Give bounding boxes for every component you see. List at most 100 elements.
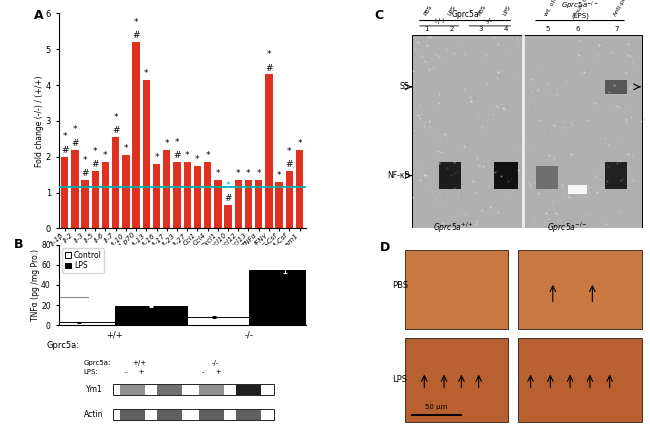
Bar bbox=[439, 162, 462, 189]
Bar bbox=[536, 166, 558, 189]
Text: Anti-p65: Anti-p65 bbox=[613, 0, 630, 17]
Text: 6: 6 bbox=[575, 26, 580, 32]
Text: *: * bbox=[73, 125, 77, 134]
Text: 1: 1 bbox=[424, 26, 429, 32]
Bar bbox=[163, 150, 170, 228]
Bar bbox=[194, 166, 201, 228]
Text: #: # bbox=[71, 139, 79, 148]
Text: #: # bbox=[61, 146, 68, 155]
Text: 50 μm: 50 μm bbox=[426, 404, 448, 410]
Text: SS: SS bbox=[400, 82, 410, 91]
Bar bbox=[113, 384, 274, 395]
Bar bbox=[567, 186, 588, 194]
Text: *: * bbox=[216, 169, 220, 178]
Legend: Control, LPS: Control, LPS bbox=[62, 248, 104, 272]
Text: C: C bbox=[375, 9, 384, 22]
Text: 4: 4 bbox=[504, 26, 508, 32]
Text: LPS: LPS bbox=[447, 5, 457, 17]
Text: Gprc5a:: Gprc5a: bbox=[46, 341, 79, 350]
Text: *: * bbox=[164, 139, 169, 148]
Text: 5: 5 bbox=[546, 26, 550, 32]
Bar bbox=[153, 164, 161, 228]
Text: #: # bbox=[265, 64, 272, 73]
Bar bbox=[245, 180, 252, 228]
Text: *: * bbox=[124, 144, 128, 153]
Text: *: * bbox=[154, 153, 159, 162]
Bar bbox=[265, 74, 272, 228]
Text: *: * bbox=[266, 50, 271, 59]
Bar bbox=[224, 205, 231, 228]
Bar bbox=[204, 162, 211, 228]
Bar bbox=[81, 180, 89, 228]
Text: PBS: PBS bbox=[392, 281, 408, 290]
Bar bbox=[250, 270, 321, 325]
Text: #: # bbox=[133, 31, 140, 40]
Text: LPS:: LPS: bbox=[83, 369, 98, 375]
Text: wt. oligo: wt. oligo bbox=[543, 0, 562, 17]
Bar bbox=[92, 171, 99, 228]
Text: Actin: Actin bbox=[83, 410, 103, 419]
Text: *: * bbox=[144, 69, 149, 78]
Bar bbox=[113, 409, 274, 421]
Text: #: # bbox=[81, 169, 89, 178]
Text: -     +: - + bbox=[202, 369, 222, 375]
Text: LPS: LPS bbox=[392, 375, 407, 384]
Text: *: * bbox=[226, 181, 230, 190]
Text: +/+: +/+ bbox=[432, 18, 446, 24]
Text: LPS: LPS bbox=[502, 5, 512, 17]
Bar bbox=[214, 180, 222, 228]
Bar bbox=[285, 171, 293, 228]
Text: -/-: -/- bbox=[486, 18, 493, 24]
Text: $\it{Gprc5a}$$\it{^{+/+}}$: $\it{Gprc5a}$$\it{^{+/+}}$ bbox=[434, 221, 474, 235]
Bar bbox=[61, 157, 68, 228]
Bar bbox=[237, 410, 261, 420]
Text: -/-: -/- bbox=[212, 360, 219, 366]
Text: A: A bbox=[34, 9, 44, 22]
Bar bbox=[183, 162, 191, 228]
Bar bbox=[114, 306, 187, 325]
Text: +/+: +/+ bbox=[133, 360, 147, 366]
Text: *: * bbox=[246, 169, 251, 178]
Text: -     +: - + bbox=[125, 369, 145, 375]
Text: Gprc5a:: Gprc5a: bbox=[83, 360, 111, 366]
Text: $Gprc5a^{-/-}$: $Gprc5a^{-/-}$ bbox=[561, 0, 599, 12]
Text: #: # bbox=[224, 194, 232, 203]
Bar bbox=[174, 162, 181, 228]
Bar bbox=[255, 180, 263, 228]
Bar bbox=[102, 162, 109, 228]
Text: *: * bbox=[62, 132, 67, 142]
Bar bbox=[518, 338, 642, 422]
Text: *: * bbox=[236, 169, 240, 178]
Text: *: * bbox=[134, 18, 138, 27]
Text: *: * bbox=[205, 151, 210, 160]
Text: *: * bbox=[257, 169, 261, 178]
Text: *: * bbox=[93, 147, 98, 156]
Bar bbox=[71, 150, 79, 228]
Text: *: * bbox=[175, 138, 179, 147]
Text: (LPS): (LPS) bbox=[571, 12, 589, 19]
Text: mut. oligo: mut. oligo bbox=[573, 0, 593, 17]
Text: *: * bbox=[287, 147, 292, 156]
Text: *: * bbox=[195, 155, 200, 164]
Text: Ym1: Ym1 bbox=[86, 385, 103, 394]
Bar bbox=[276, 182, 283, 228]
Bar bbox=[112, 137, 120, 228]
Bar bbox=[120, 385, 145, 395]
Text: 2: 2 bbox=[449, 26, 454, 32]
Bar bbox=[142, 80, 150, 228]
Text: #: # bbox=[174, 151, 181, 160]
Bar bbox=[604, 162, 627, 189]
Text: *: * bbox=[83, 156, 87, 165]
Text: *: * bbox=[297, 139, 302, 148]
Bar bbox=[404, 250, 508, 329]
Bar bbox=[604, 80, 627, 94]
Text: #: # bbox=[92, 160, 99, 170]
Bar bbox=[157, 385, 182, 395]
Text: *: * bbox=[114, 113, 118, 121]
Bar bbox=[122, 155, 129, 228]
Bar bbox=[177, 317, 250, 325]
Bar bbox=[518, 250, 642, 329]
Y-axis label: TNFα (pg /mg Pro.): TNFα (pg /mg Pro.) bbox=[31, 249, 40, 321]
Text: #: # bbox=[285, 160, 293, 170]
Bar bbox=[200, 385, 224, 395]
